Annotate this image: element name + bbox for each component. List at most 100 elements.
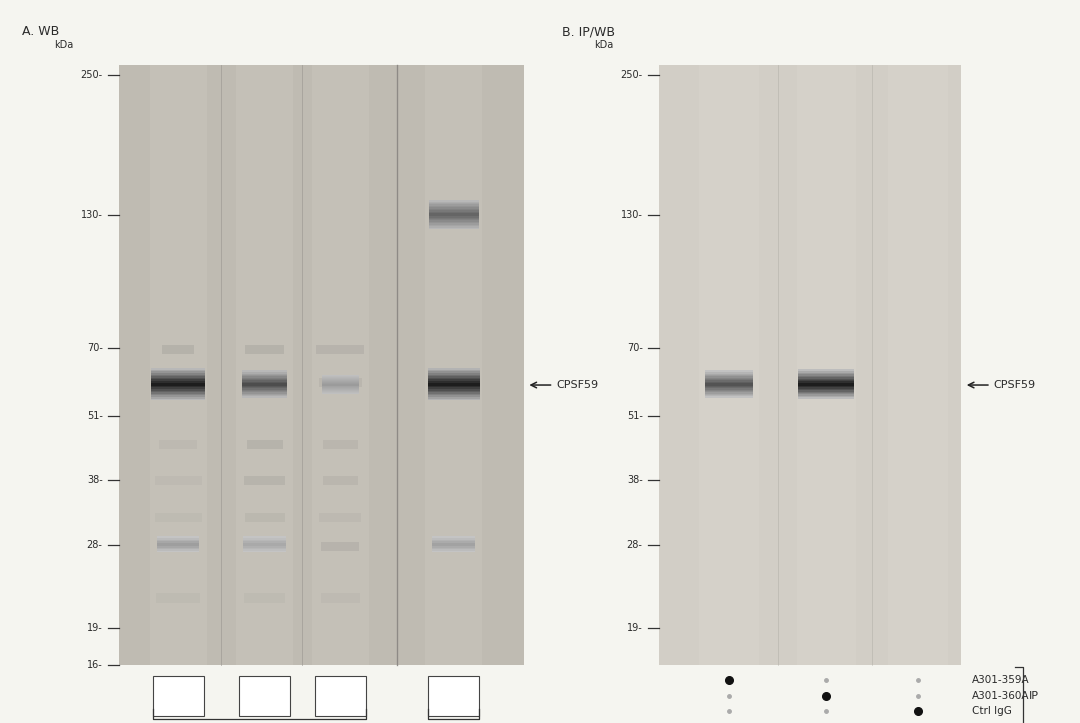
Bar bbox=[429, 224, 478, 226]
Bar bbox=[242, 395, 287, 396]
Bar bbox=[119, 65, 524, 665]
Bar bbox=[429, 205, 478, 208]
Bar bbox=[161, 542, 195, 551]
Bar bbox=[428, 395, 480, 397]
Text: 130-: 130- bbox=[81, 210, 103, 221]
Bar bbox=[244, 476, 285, 485]
Bar bbox=[242, 395, 287, 398]
Bar bbox=[700, 65, 758, 665]
Text: B. IP/WB: B. IP/WB bbox=[562, 25, 615, 38]
Bar bbox=[432, 545, 475, 547]
Bar bbox=[151, 385, 205, 388]
Bar bbox=[242, 377, 287, 379]
Text: IP: IP bbox=[1029, 690, 1039, 701]
Bar bbox=[242, 370, 287, 372]
Bar bbox=[428, 371, 480, 373]
Bar bbox=[322, 378, 359, 380]
Bar bbox=[319, 513, 362, 522]
Bar bbox=[151, 374, 205, 376]
Bar bbox=[798, 378, 854, 380]
Bar bbox=[242, 384, 287, 385]
Bar bbox=[157, 537, 200, 539]
Text: 38-: 38- bbox=[86, 474, 103, 484]
Bar bbox=[429, 201, 478, 203]
Bar bbox=[243, 539, 286, 541]
Bar bbox=[157, 544, 200, 546]
Bar bbox=[704, 388, 754, 390]
Bar bbox=[704, 395, 754, 396]
Bar bbox=[798, 381, 854, 383]
Bar bbox=[162, 345, 194, 354]
Bar bbox=[704, 376, 754, 377]
Bar bbox=[704, 373, 754, 375]
Bar bbox=[429, 211, 478, 213]
Bar bbox=[246, 378, 283, 388]
Bar bbox=[151, 387, 205, 389]
Bar bbox=[322, 377, 359, 379]
Text: 51-: 51- bbox=[626, 411, 643, 422]
Bar bbox=[243, 545, 286, 547]
Text: A301-359A: A301-359A bbox=[972, 675, 1029, 685]
Bar bbox=[242, 375, 287, 377]
Bar bbox=[428, 387, 480, 389]
Bar bbox=[428, 380, 480, 382]
Bar bbox=[322, 382, 359, 384]
Bar bbox=[243, 547, 286, 549]
Text: kDa: kDa bbox=[54, 40, 73, 50]
Bar bbox=[888, 65, 948, 665]
Bar bbox=[798, 374, 854, 376]
Bar bbox=[429, 210, 478, 212]
Bar bbox=[151, 396, 205, 398]
Bar bbox=[798, 393, 854, 395]
Bar bbox=[322, 375, 359, 376]
Bar bbox=[428, 392, 480, 394]
Bar bbox=[429, 221, 478, 223]
Bar bbox=[322, 542, 359, 551]
Bar bbox=[151, 382, 205, 384]
Bar bbox=[432, 547, 475, 549]
Bar bbox=[243, 544, 286, 546]
Bar bbox=[432, 539, 475, 541]
Bar bbox=[242, 388, 287, 390]
Bar bbox=[428, 367, 480, 370]
Bar bbox=[429, 204, 478, 206]
Bar bbox=[429, 214, 478, 216]
Bar bbox=[428, 676, 480, 716]
Bar bbox=[160, 440, 197, 449]
Bar bbox=[243, 537, 286, 539]
Text: A. WB: A. WB bbox=[22, 25, 58, 38]
Bar bbox=[704, 392, 754, 394]
Bar bbox=[428, 396, 480, 398]
Bar bbox=[242, 393, 287, 395]
Bar bbox=[159, 378, 198, 388]
Bar bbox=[157, 547, 200, 549]
Bar bbox=[704, 377, 754, 379]
Bar bbox=[243, 536, 286, 538]
Bar bbox=[322, 391, 359, 392]
Bar bbox=[798, 394, 854, 396]
Bar bbox=[659, 65, 961, 665]
Bar bbox=[314, 676, 366, 716]
Bar bbox=[319, 378, 362, 388]
Bar bbox=[243, 550, 286, 552]
Bar bbox=[242, 373, 287, 375]
Bar bbox=[242, 392, 287, 394]
Bar bbox=[429, 217, 478, 219]
Bar bbox=[798, 390, 854, 392]
Bar bbox=[239, 676, 291, 716]
Bar bbox=[704, 378, 754, 380]
Bar bbox=[428, 384, 480, 386]
Bar bbox=[151, 371, 205, 373]
Bar bbox=[428, 390, 480, 392]
Bar bbox=[323, 440, 357, 449]
Bar bbox=[322, 390, 359, 391]
Bar bbox=[151, 372, 205, 375]
Bar bbox=[432, 550, 475, 552]
Bar bbox=[151, 393, 205, 395]
Bar bbox=[798, 388, 854, 390]
Bar bbox=[429, 220, 478, 222]
Bar bbox=[151, 398, 205, 401]
Bar bbox=[322, 383, 359, 385]
Text: 16-: 16- bbox=[86, 660, 103, 670]
Bar bbox=[244, 594, 285, 603]
